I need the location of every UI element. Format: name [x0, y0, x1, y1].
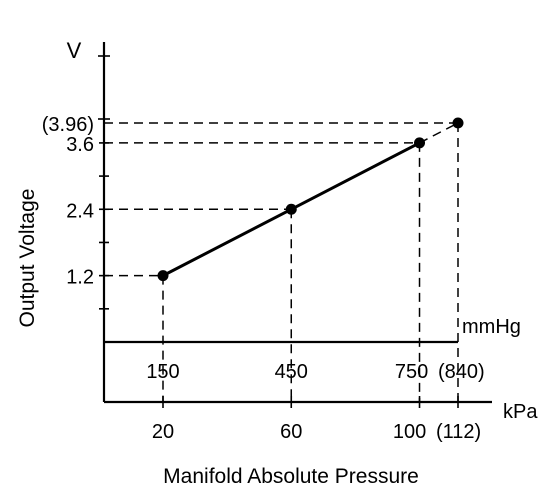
y-tick-label: (3.96): [42, 114, 94, 136]
y-tick-label: 2.4: [66, 200, 94, 222]
chart-axes: [98, 42, 492, 408]
chart-labels: V Output Voltage Manifold Absolute Press…: [16, 38, 538, 488]
data-point: [452, 117, 464, 129]
x-axis-label: Manifold Absolute Pressure: [163, 465, 419, 488]
data-series: [162, 122, 459, 277]
kpa-tick-label: (112): [436, 421, 481, 443]
y-axis-label: Output Voltage: [16, 189, 39, 328]
data-point: [414, 137, 426, 149]
guide-lines: [104, 122, 459, 402]
mmhg-tick-label: 150: [146, 361, 179, 383]
kpa-axis-unit: kPa: [503, 401, 538, 423]
data-point: [285, 203, 297, 215]
kpa-tick-label: 100: [393, 421, 426, 443]
mmhg-axis-unit: mmHg: [462, 316, 521, 338]
mmhg-tick-label: (840): [438, 361, 485, 383]
series-extension: [419, 122, 459, 144]
y-axis-unit: V: [67, 38, 82, 63]
y-tick-label: 3.6: [66, 134, 94, 156]
kpa-tick-label: 20: [152, 421, 174, 443]
y-tick-label: 1.2: [66, 267, 94, 289]
mmhg-tick-label: 450: [275, 361, 308, 383]
data-point: [157, 270, 169, 282]
kpa-tick-label: 60: [280, 421, 302, 443]
mmhg-tick-label: 750: [395, 361, 428, 383]
data-points: [157, 117, 464, 282]
